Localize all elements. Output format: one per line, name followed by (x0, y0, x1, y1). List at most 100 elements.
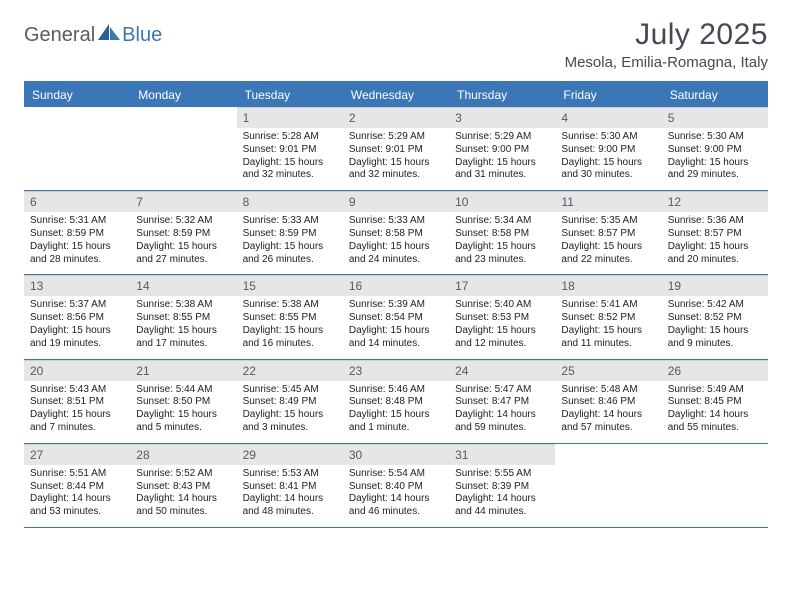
daylight1-text: Daylight: 15 hours (668, 325, 762, 338)
sunset-text: Sunset: 8:50 PM (136, 396, 230, 409)
daylight2-text: and 12 minutes. (455, 338, 549, 351)
day-of-week-sunday: Sunday (24, 83, 130, 107)
day-cell-4: 4Sunrise: 5:30 AMSunset: 9:00 PMDaylight… (555, 107, 661, 190)
daylight2-text: and 57 minutes. (561, 422, 655, 435)
daylight1-text: Daylight: 14 hours (455, 493, 549, 506)
day-number: 22 (237, 360, 343, 381)
daylight2-text: and 16 minutes. (243, 338, 337, 351)
sunset-text: Sunset: 8:49 PM (243, 396, 337, 409)
daylight1-text: Daylight: 15 hours (136, 409, 230, 422)
day-of-week-wednesday: Wednesday (343, 83, 449, 107)
logo: General Blue (24, 18, 162, 47)
daylight2-text: and 5 minutes. (136, 422, 230, 435)
day-cell-30: 30Sunrise: 5:54 AMSunset: 8:40 PMDayligh… (343, 444, 449, 527)
day-number: 2 (343, 107, 449, 128)
day-cell-22: 22 Sunrise: 5:45 AMSunset: 8:49 PMDayligh… (237, 360, 343, 443)
day-details: Sunrise: 5:51 AMSunset: 8:44 PMDaylight:… (24, 465, 130, 521)
day-details: Sunrise: 5:43 AMSunset: 8:51 PMDaylight:… (24, 381, 130, 437)
day-cell-24: 24Sunrise: 5:47 AMSunset: 8:47 PMDayligh… (449, 360, 555, 443)
day-number: 20 (24, 360, 130, 381)
day-of-week-monday: Monday (130, 83, 236, 107)
daylight2-text: and 11 minutes. (561, 338, 655, 351)
sunrise-text: Sunrise: 5:45 AM (243, 384, 337, 397)
sunset-text: Sunset: 9:00 PM (455, 144, 549, 157)
sunrise-text: Sunrise: 5:28 AM (243, 131, 337, 144)
sunrise-text: Sunrise: 5:44 AM (136, 384, 230, 397)
daylight2-text: and 53 minutes. (30, 506, 124, 519)
day-details: Sunrise: 5:38 AMSunset: 8:55 PMDaylight:… (130, 296, 236, 352)
day-of-week-saturday: Saturday (662, 83, 768, 107)
week-row: 6Sunrise: 5:31 AMSunset: 8:59 PMDaylight… (24, 191, 768, 275)
sunrise-text: Sunrise: 5:51 AM (30, 468, 124, 481)
sunset-text: Sunset: 8:56 PM (30, 312, 124, 325)
sunrise-text: Sunrise: 5:37 AM (30, 299, 124, 312)
daylight1-text: Daylight: 15 hours (349, 325, 443, 338)
daylight1-text: Daylight: 15 hours (455, 157, 549, 170)
daylight2-text: and 48 minutes. (243, 506, 337, 519)
day-number: 10 (449, 191, 555, 212)
sunrise-text: Sunrise: 5:33 AM (349, 215, 443, 228)
daylight1-text: Daylight: 15 hours (668, 157, 762, 170)
daylight2-text: and 20 minutes. (668, 254, 762, 267)
sunrise-text: Sunrise: 5:38 AM (136, 299, 230, 312)
sunrise-text: Sunrise: 5:39 AM (349, 299, 443, 312)
daylight2-text: and 22 minutes. (561, 254, 655, 267)
day-cell-25: 25Sunrise: 5:48 AMSunset: 8:46 PMDayligh… (555, 360, 661, 443)
daylight2-text: and 31 minutes. (455, 169, 549, 182)
daylight1-text: Daylight: 14 hours (30, 493, 124, 506)
day-details: Sunrise: 5:55 AMSunset: 8:39 PMDaylight:… (449, 465, 555, 521)
daylight1-text: Daylight: 15 hours (243, 409, 337, 422)
day-number: 8 (237, 191, 343, 212)
day-number (24, 107, 130, 113)
sail-icon (98, 24, 120, 47)
sunset-text: Sunset: 8:58 PM (349, 228, 443, 241)
daylight1-text: Daylight: 15 hours (349, 157, 443, 170)
day-number: 19 (662, 275, 768, 296)
sunset-text: Sunset: 8:52 PM (561, 312, 655, 325)
day-details: Sunrise: 5:41 AMSunset: 8:52 PMDaylight:… (555, 296, 661, 352)
daylight1-text: Daylight: 15 hours (30, 325, 124, 338)
week-row: 13Sunrise: 5:37 AMSunset: 8:56 PMDayligh… (24, 275, 768, 359)
day-number: 26 (662, 360, 768, 381)
day-cell-5: 5Sunrise: 5:30 AMSunset: 9:00 PMDaylight… (662, 107, 768, 190)
sunrise-text: Sunrise: 5:41 AM (561, 299, 655, 312)
sunset-text: Sunset: 8:45 PM (668, 396, 762, 409)
day-details: Sunrise: 5:44 AMSunset: 8:50 PMDaylight:… (130, 381, 236, 437)
day-details: Sunrise: 5:54 AMSunset: 8:40 PMDaylight:… (343, 465, 449, 521)
logo-text-general: General (24, 24, 95, 47)
day-details: Sunrise: 5:30 AMSunset: 9:00 PMDaylight:… (555, 128, 661, 184)
sunset-text: Sunset: 9:00 PM (668, 144, 762, 157)
daylight2-text: and 19 minutes. (30, 338, 124, 351)
sunset-text: Sunset: 8:58 PM (455, 228, 549, 241)
sunset-text: Sunset: 8:59 PM (30, 228, 124, 241)
day-cell-16: 16Sunrise: 5:39 AMSunset: 8:54 PMDayligh… (343, 275, 449, 358)
day-number: 16 (343, 275, 449, 296)
day-number: 1 (237, 107, 343, 128)
daylight2-text: and 27 minutes. (136, 254, 230, 267)
daylight1-text: Daylight: 15 hours (455, 241, 549, 254)
sunset-text: Sunset: 9:01 PM (243, 144, 337, 157)
daylight1-text: Daylight: 15 hours (561, 241, 655, 254)
day-number: 25 (555, 360, 661, 381)
daylight1-text: Daylight: 15 hours (30, 409, 124, 422)
sunrise-text: Sunrise: 5:54 AM (349, 468, 443, 481)
day-details: Sunrise: 5:31 AMSunset: 8:59 PMDaylight:… (24, 212, 130, 268)
day-cell-3: 3Sunrise: 5:29 AMSunset: 9:00 PMDaylight… (449, 107, 555, 190)
day-details: Sunrise: 5:37 AMSunset: 8:56 PMDaylight:… (24, 296, 130, 352)
day-cell-18: 18Sunrise: 5:41 AMSunset: 8:52 PMDayligh… (555, 275, 661, 358)
day-cell-10: 10Sunrise: 5:34 AMSunset: 8:58 PMDayligh… (449, 191, 555, 274)
sunrise-text: Sunrise: 5:31 AM (30, 215, 124, 228)
day-number (555, 444, 661, 450)
sunrise-text: Sunrise: 5:35 AM (561, 215, 655, 228)
day-cell-9: 9Sunrise: 5:33 AMSunset: 8:58 PMDaylight… (343, 191, 449, 274)
daylight2-text: and 59 minutes. (455, 422, 549, 435)
daylight2-text: and 28 minutes. (30, 254, 124, 267)
month-title: July 2025 (565, 18, 768, 52)
sunrise-text: Sunrise: 5:47 AM (455, 384, 549, 397)
day-cell-28: 28Sunrise: 5:52 AMSunset: 8:43 PMDayligh… (130, 444, 236, 527)
daylight1-text: Daylight: 15 hours (136, 325, 230, 338)
sunset-text: Sunset: 8:51 PM (30, 396, 124, 409)
day-number: 14 (130, 275, 236, 296)
day-cell-14: 14Sunrise: 5:38 AMSunset: 8:55 PMDayligh… (130, 275, 236, 358)
day-details: Sunrise: 5:34 AMSunset: 8:58 PMDaylight:… (449, 212, 555, 268)
